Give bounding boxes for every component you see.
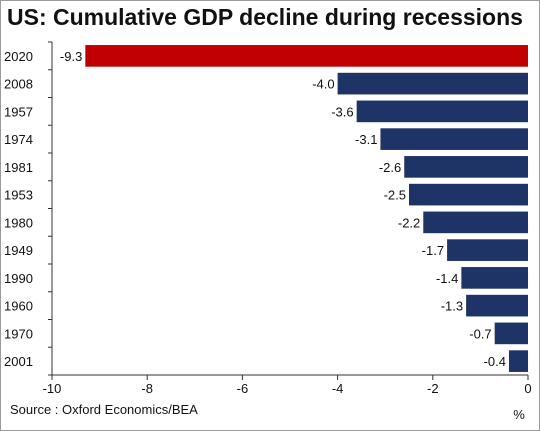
x-tick-label: 0 xyxy=(524,381,531,396)
bar xyxy=(466,294,528,317)
x-tick-label: -2 xyxy=(427,381,439,396)
category-label: 1990 xyxy=(4,271,33,286)
source-note: Source : Oxford Economics/BEA xyxy=(10,402,198,417)
category-label: 1960 xyxy=(4,299,33,314)
value-label: -2.5 xyxy=(384,188,406,203)
value-label: -2.6 xyxy=(379,160,401,175)
x-tick-label: -6 xyxy=(237,381,249,396)
value-label: -3.1 xyxy=(355,132,377,147)
category-label: 1953 xyxy=(4,188,33,203)
bar xyxy=(508,350,528,372)
category-label: 1957 xyxy=(4,104,33,119)
value-label: -3.6 xyxy=(331,104,353,119)
category-label: 2020 xyxy=(4,49,33,64)
chart-title: US: Cumulative GDP decline during recess… xyxy=(7,4,523,30)
x-tick-label: -8 xyxy=(141,381,153,396)
value-label: -1.3 xyxy=(441,299,463,314)
value-label: -0.7 xyxy=(469,326,491,341)
value-label: -4.0 xyxy=(312,77,334,92)
bar xyxy=(85,45,528,67)
bar xyxy=(494,322,528,345)
bar xyxy=(447,239,528,261)
bar xyxy=(404,156,528,178)
value-label: -2.2 xyxy=(398,215,420,230)
category-label: 2001 xyxy=(4,354,33,369)
x-tick-label: -10 xyxy=(43,381,62,396)
value-label: -1.4 xyxy=(436,271,458,286)
value-label: -9.3 xyxy=(60,49,82,64)
x-axis-label: % xyxy=(513,407,525,422)
bar xyxy=(409,183,528,206)
value-label: -0.4 xyxy=(484,354,506,369)
category-label: 1981 xyxy=(4,160,33,175)
x-tick-label: -4 xyxy=(332,381,344,396)
bar xyxy=(337,72,528,95)
value-label: -1.7 xyxy=(422,243,444,258)
category-label: 1949 xyxy=(4,243,33,258)
bar xyxy=(380,128,528,150)
category-label: 2008 xyxy=(4,77,33,92)
category-label: 1974 xyxy=(4,132,33,147)
bar xyxy=(461,267,528,289)
bar xyxy=(356,100,528,123)
bar xyxy=(423,211,528,234)
category-label: 1970 xyxy=(4,326,33,341)
category-label: 1980 xyxy=(4,215,33,230)
